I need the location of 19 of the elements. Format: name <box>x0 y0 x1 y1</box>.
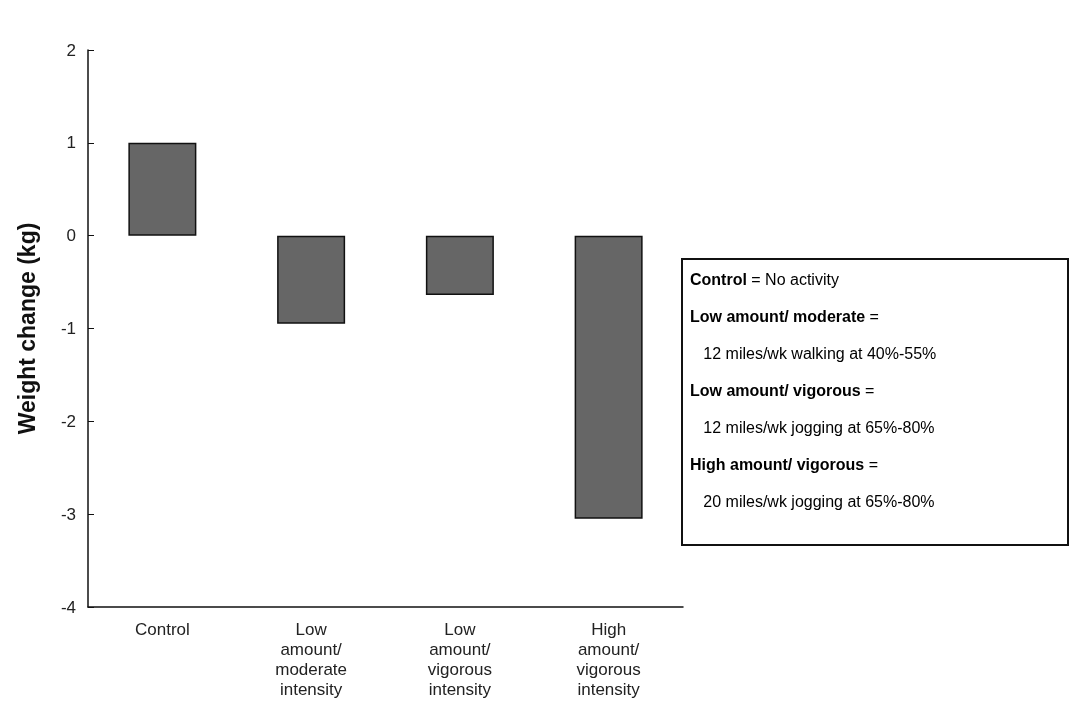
text: 12 miles/wk walking at 40%-55% <box>690 344 937 362</box>
text: High amount/ vigorous = <box>690 455 879 473</box>
x-tick-label: Low amount/ moderate intensity <box>275 619 348 699</box>
text: Low amount/ vigorous = <box>690 381 875 399</box>
y-axis-title: Weight change (kg) <box>13 222 40 435</box>
text: 12 miles/wk jogging at 65%-80% <box>690 418 935 436</box>
y-tick-label: 2 <box>66 40 76 60</box>
text: Control = No activity <box>690 270 839 288</box>
y-tick-label: 0 <box>66 226 76 246</box>
y-tick-label: -4 <box>60 597 76 617</box>
y-tick-label: 1 <box>66 133 76 153</box>
y-tick-label: -2 <box>60 411 76 431</box>
x-tick-label: Control <box>134 619 190 639</box>
text: 20 miles/wk jogging at 65%-80% <box>690 492 935 510</box>
text: Low amount/ moderate = <box>690 307 879 325</box>
x-tick-label: Low amount/ vigorous intensity <box>427 619 493 699</box>
y-tick-label: -1 <box>60 319 76 338</box>
x-tick-label: High amount/ vigorous intensity <box>576 619 641 699</box>
y-tick-label: -3 <box>60 504 76 524</box>
